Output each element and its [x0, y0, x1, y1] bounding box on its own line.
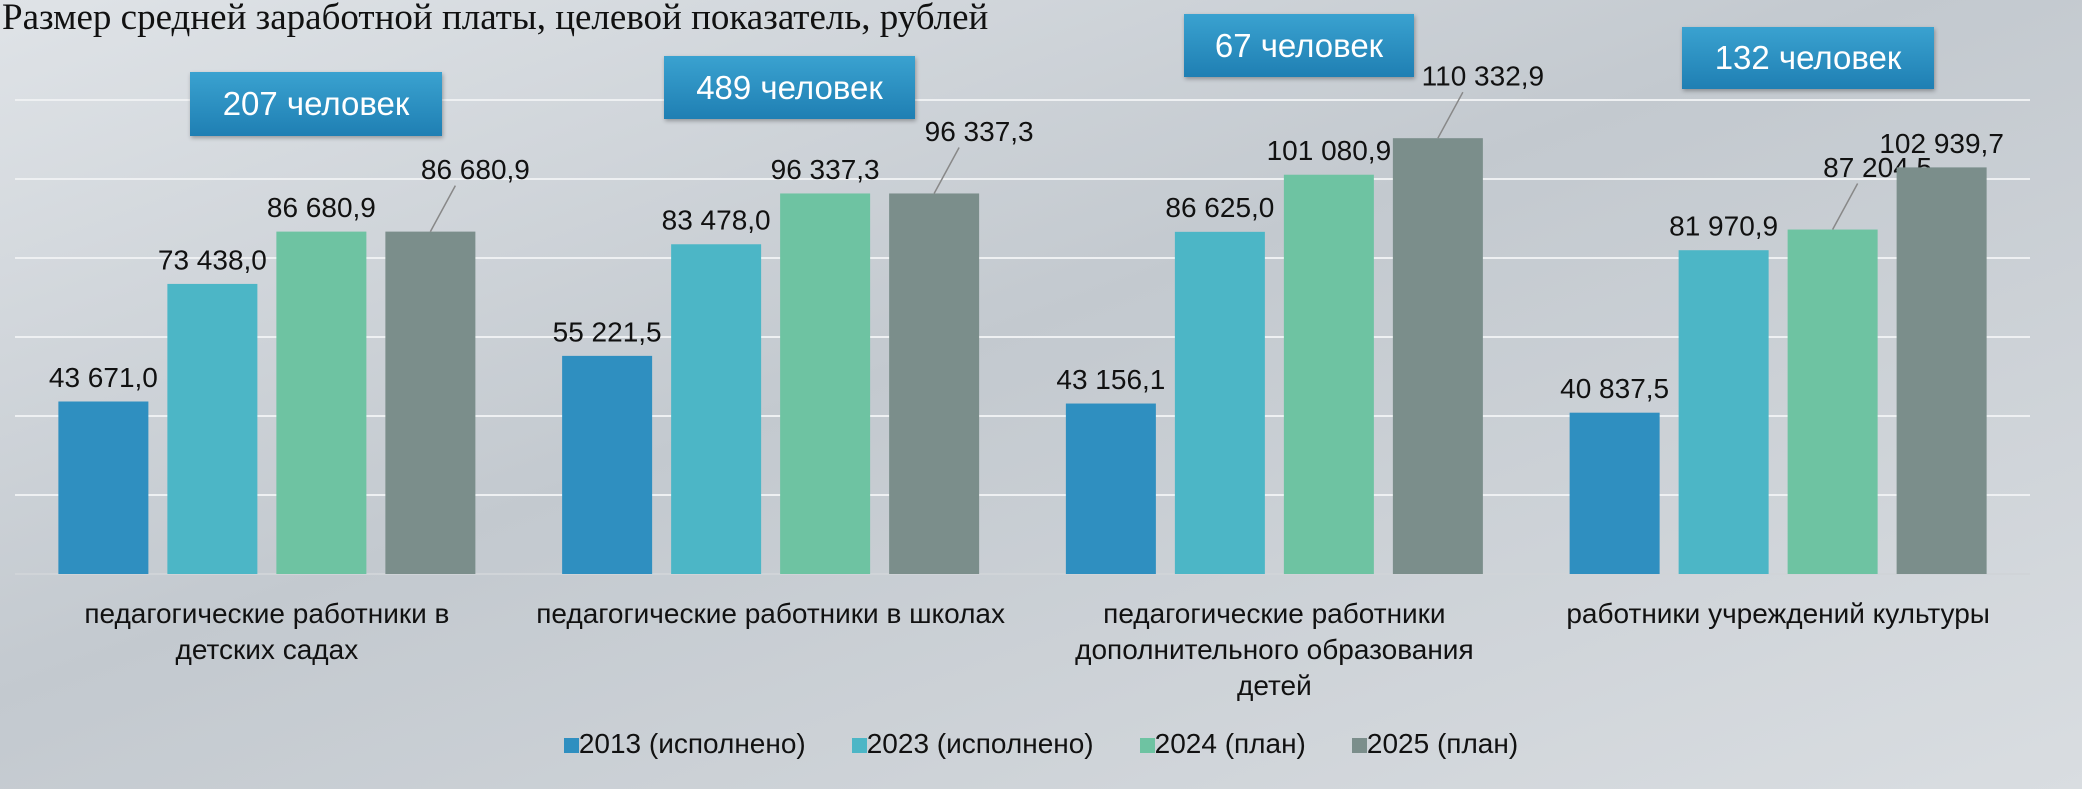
x-tick-label: педагогические работники дополнительного… — [1075, 598, 1474, 701]
bar — [780, 193, 871, 575]
value-label: 40 837,5 — [1560, 373, 1669, 404]
value-label: 86 625,0 — [1165, 192, 1274, 223]
bar — [276, 231, 367, 574]
value-label: 55 221,5 — [553, 316, 662, 347]
bar — [1896, 167, 1987, 574]
legend-label: 2023 (исполнено) — [866, 728, 1094, 759]
x-tick-label: педагогические работники в детских садах — [84, 598, 450, 665]
value-label: 43 671,0 — [49, 362, 158, 393]
leader-line — [429, 185, 457, 232]
leader-line — [1831, 183, 1859, 230]
x-tick-label: педагогические работники в школах — [536, 598, 1005, 629]
chart-title: Размер средней заработной платы, целевой… — [2, 0, 989, 38]
value-label: 96 337,3 — [771, 154, 880, 185]
legend-label: 2024 (план) — [1154, 728, 1306, 759]
value-label: 86 680,9 — [267, 192, 376, 223]
legend-item: 2023 (исполнено) — [851, 728, 1094, 760]
bar — [1174, 231, 1265, 575]
leader-line — [1437, 91, 1464, 139]
annotation: 207 человек — [190, 72, 442, 136]
x-tick-label: работники учреждений культуры — [1566, 598, 1990, 629]
value-label: 96 337,3 — [925, 116, 1034, 147]
bar — [1392, 138, 1483, 574]
legend-label: 2025 (план) — [1366, 728, 1519, 759]
annotation: 67 человек — [1184, 14, 1414, 77]
bar — [385, 231, 476, 574]
bar — [1787, 229, 1878, 574]
annotation: 132 человек — [1682, 27, 1934, 89]
value-label: 43 156,1 — [1056, 364, 1165, 395]
legend-item: 2013 (исполнено) — [563, 728, 806, 760]
bar — [671, 244, 762, 574]
bar — [58, 401, 149, 574]
leader-line — [933, 147, 960, 194]
value-label: 83 478,0 — [662, 205, 771, 236]
value-label: 73 438,0 — [158, 244, 267, 275]
value-label: 101 080,9 — [1267, 135, 1392, 166]
bar — [1678, 250, 1769, 574]
legend-label: 2013 (исполнено) — [578, 728, 806, 759]
legend-swatch — [1139, 738, 1155, 753]
legend-item: 2024 (план) — [1139, 728, 1306, 760]
legend-item: 2025 (план) — [1351, 728, 1519, 760]
value-label: 110 332,9 — [1422, 61, 1545, 92]
value-label: 86 680,9 — [421, 154, 530, 185]
value-label: 102 939,7 — [1879, 128, 2004, 159]
bar — [1569, 412, 1660, 574]
bar — [1283, 174, 1374, 574]
value-label: 81 970,9 — [1669, 211, 1778, 242]
bar — [167, 283, 258, 574]
bar — [889, 193, 980, 575]
legend-swatch — [563, 738, 579, 753]
legend-swatch — [1351, 738, 1367, 753]
bar — [562, 355, 653, 574]
annotation: 489 человек — [664, 56, 915, 119]
bar — [1065, 403, 1156, 574]
legend: 2013 (исполнено) 2023 (исполнено) 2024 (пл… — [0, 728, 2082, 760]
legend-swatch — [851, 738, 867, 753]
